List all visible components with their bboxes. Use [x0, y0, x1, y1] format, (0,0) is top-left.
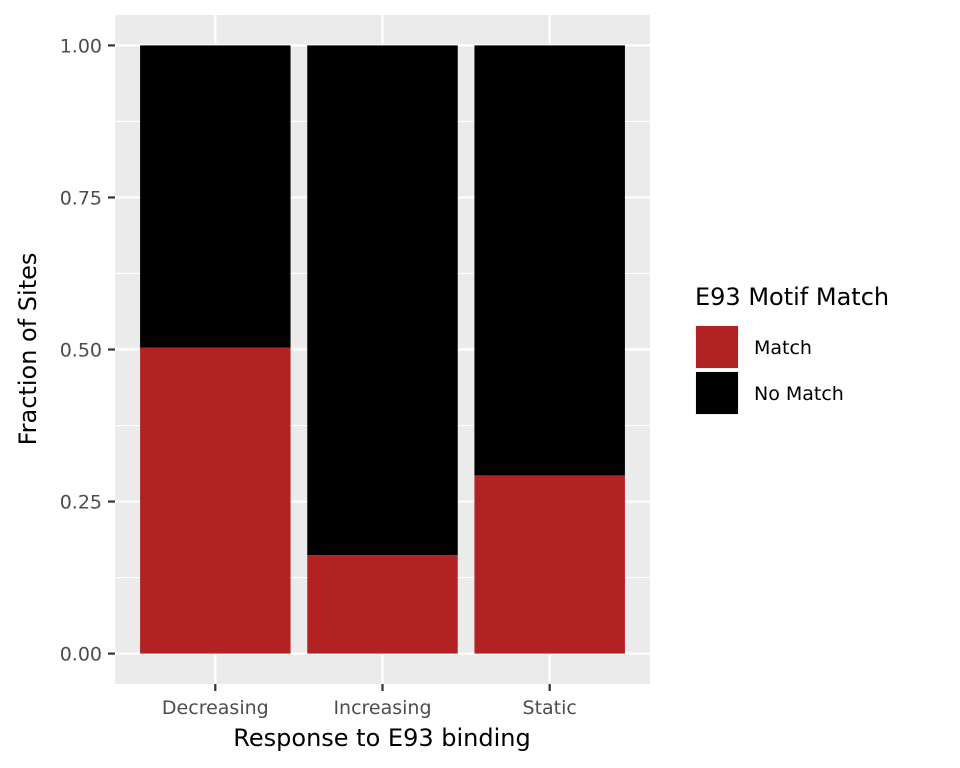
y-tick-label: 0.50	[60, 340, 102, 362]
bar-match-increasing	[307, 555, 458, 654]
legend-title: E93 Motif Match	[695, 283, 889, 311]
x-tick-label: Static	[523, 697, 577, 719]
bars	[140, 45, 625, 654]
bar-no-match-decreasing	[140, 45, 291, 348]
legend-label: Match	[754, 337, 812, 359]
y-axis-title: Fraction of Sites	[14, 253, 42, 446]
y-tick-label: 1.00	[60, 35, 102, 57]
x-axis: Decreasing Increasing Static	[162, 684, 577, 719]
legend-key-no-match	[696, 372, 738, 414]
y-tick-label: 0.00	[60, 644, 102, 666]
x-axis-title: Response to E93 binding	[233, 724, 530, 752]
x-tick-label: Increasing	[333, 697, 431, 719]
bar-match-decreasing	[140, 347, 291, 654]
bar-match-static	[474, 475, 625, 654]
bar-no-match-increasing	[307, 45, 458, 556]
legend-key-match	[696, 326, 738, 368]
y-axis: 0.00 0.25 0.50 0.75 1.00	[60, 35, 115, 666]
x-tick-label: Decreasing	[162, 697, 269, 719]
legend: E93 Motif Match Match No Match	[695, 283, 889, 415]
y-tick-label: 0.75	[60, 187, 102, 209]
bar-no-match-static	[474, 45, 625, 476]
legend-label: No Match	[754, 383, 844, 405]
y-tick-label: 0.25	[60, 492, 102, 514]
